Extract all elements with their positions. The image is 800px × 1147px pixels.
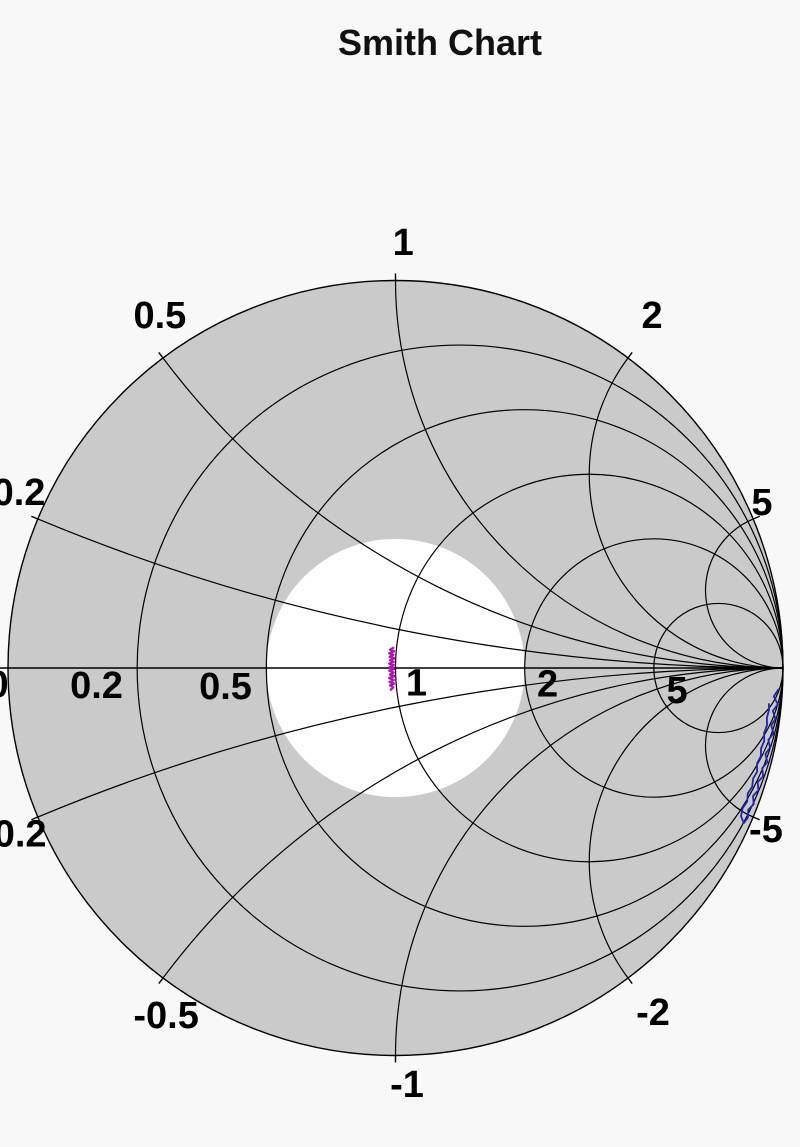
axis-label-2: 2 — [537, 664, 558, 706]
reactance-arc-5 — [704, 518, 784, 669]
rim-label--0.5: -0.5 — [133, 995, 198, 1037]
reflection-trace-blue — [740, 688, 780, 824]
rim-label--1: -1 — [390, 1064, 424, 1106]
rim-label-0.2: 0.2 — [0, 472, 45, 514]
chart-title: Smith Chart — [337, 22, 543, 63]
reactance-arc--0.2 — [37, 667, 784, 818]
reactance-arc--1 — [394, 667, 784, 1056]
rim-tick-5 — [752, 515, 760, 520]
rim-label--5: -5 — [749, 809, 783, 851]
rim-tick-2 — [627, 351, 633, 359]
axis-label-5: 5 — [666, 670, 687, 712]
axis-label-0.2: 0.2 — [70, 665, 123, 707]
axis-label-1: 1 — [406, 663, 427, 705]
reactance-arc--5 — [704, 667, 784, 818]
reactance-arc--0.5 — [162, 667, 784, 979]
rim-label-5: 5 — [751, 482, 772, 524]
axis-label-0: 0 — [0, 664, 9, 706]
reactance-arc-2 — [588, 357, 784, 669]
rim-tick--2 — [627, 977, 633, 985]
load-trace-magenta — [388, 646, 396, 691]
rim-label-1: 1 — [393, 222, 414, 264]
reactance-arc-0.5 — [162, 357, 784, 669]
rim-tick-0.2 — [31, 515, 39, 520]
rim-label-2: 2 — [641, 295, 662, 337]
rim-label--2: -2 — [636, 992, 670, 1034]
reactance-arc-1 — [394, 280, 784, 669]
rim-tick--0.2 — [31, 816, 39, 821]
reactance-arc--2 — [588, 667, 784, 979]
reactance-arc-0.2 — [37, 518, 784, 669]
rim-tick-0.5 — [158, 351, 164, 359]
axis-label-0.5: 0.5 — [199, 666, 252, 708]
rim-label--0.2: -0.2 — [0, 814, 47, 856]
rim-label-0.5: 0.5 — [133, 295, 186, 337]
rim-tick--0.5 — [158, 977, 164, 985]
rim-tick--5 — [752, 816, 760, 821]
